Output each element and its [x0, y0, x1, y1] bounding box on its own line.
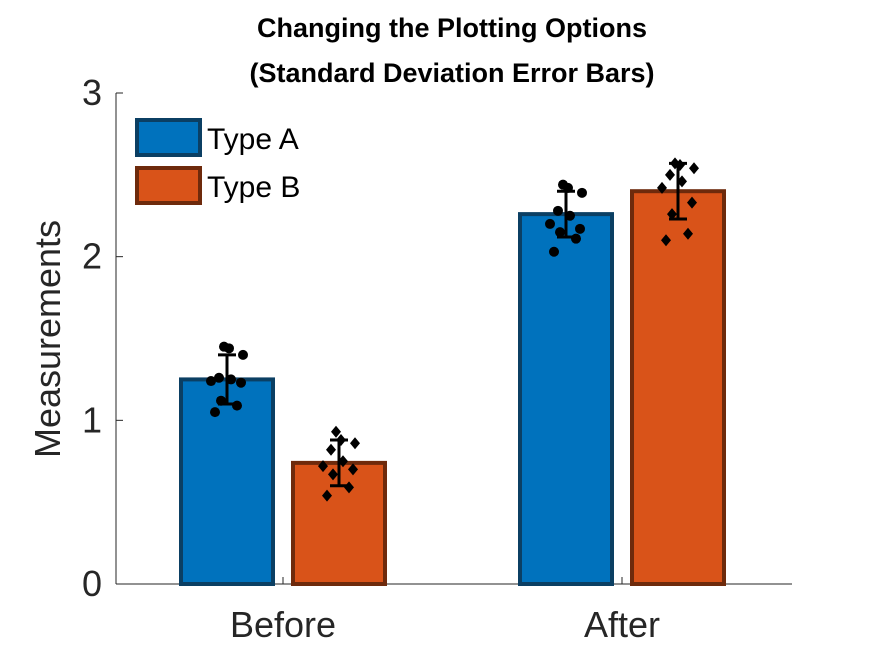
- data-point: [216, 395, 226, 406]
- data-point: [558, 179, 568, 190]
- data-point: [318, 460, 328, 473]
- data-point: [571, 233, 581, 244]
- data-point: [328, 468, 338, 481]
- x-tick-label: Before: [230, 604, 336, 645]
- data-point: [670, 157, 680, 170]
- data-point: [553, 205, 563, 216]
- data-point: [238, 349, 248, 360]
- data-point: [348, 463, 358, 476]
- y-tick-label: 1: [82, 399, 102, 440]
- data-point: [661, 234, 671, 247]
- data-point: [677, 175, 687, 188]
- data-point: [210, 407, 220, 418]
- legend-label: Type A: [207, 123, 299, 156]
- legend-label: Type B: [207, 171, 300, 204]
- data-point: [667, 208, 677, 221]
- y-axis-label: Measurements: [27, 220, 68, 458]
- data-point: [322, 489, 332, 502]
- data-point: [575, 223, 585, 234]
- y-tick-label: 0: [82, 563, 102, 604]
- x-tick-label: After: [584, 604, 660, 645]
- data-point: [687, 196, 697, 209]
- data-point: [545, 218, 555, 229]
- bar-type-a-after: [518, 212, 614, 586]
- data-point: [565, 210, 575, 221]
- data-point: [236, 377, 246, 388]
- data-point: [219, 341, 229, 352]
- data-point: [549, 246, 559, 257]
- legend-swatch: [135, 166, 202, 205]
- plot-area: 0 1 2 3 Before After: [82, 72, 792, 645]
- data-point: [657, 181, 667, 194]
- chart-subtitle: (Standard Deviation Error Bars): [249, 58, 654, 88]
- data-point: [683, 227, 693, 240]
- data-point: [350, 437, 360, 450]
- y-tick-label: 2: [82, 236, 102, 277]
- data-point: [232, 400, 242, 411]
- data-point: [214, 372, 224, 383]
- legend-swatch: [135, 118, 202, 157]
- bar-type-a-before: [179, 377, 275, 586]
- data-point: [331, 425, 341, 438]
- data-point: [689, 162, 699, 175]
- bar-type-b-after: [630, 189, 726, 586]
- data-point: [206, 376, 216, 387]
- data-point: [338, 455, 348, 468]
- y-tick-label: 3: [82, 72, 102, 113]
- data-point: [555, 227, 565, 238]
- data-point: [226, 374, 236, 385]
- chart-title: Changing the Plotting Options: [257, 13, 647, 43]
- legend: Type A Type B: [135, 118, 300, 205]
- data-point: [336, 433, 346, 446]
- data-point: [577, 187, 587, 198]
- data-point: [665, 168, 675, 181]
- data-point: [344, 481, 354, 494]
- data-point: [326, 443, 336, 456]
